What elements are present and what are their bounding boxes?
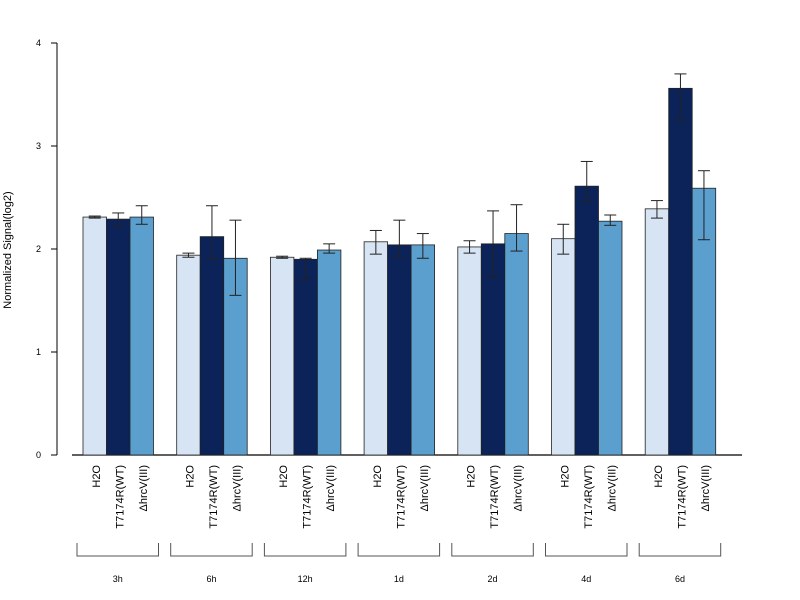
bar-label: H2O (653, 465, 665, 488)
bar (269, 256, 295, 456)
group-bracket (76, 543, 159, 557)
bar (668, 87, 693, 456)
bar-label: H2O (278, 465, 290, 488)
bar (574, 185, 599, 456)
bar-label: H2O (466, 465, 478, 488)
bar-label: T7174R(WT) (583, 465, 595, 529)
bar (129, 216, 154, 456)
bar-label: T7174R(WT) (302, 465, 314, 529)
error-bars (88, 73, 710, 296)
y-tick-label: 3 (36, 141, 41, 151)
bar-label: H2O (184, 465, 196, 488)
bar-label: T7174R(WT) (676, 465, 688, 529)
bar (387, 244, 412, 456)
bar-label: ΔhrcV(III) (419, 465, 431, 511)
bar (504, 233, 529, 456)
bar-label: ΔhrcV(III) (700, 465, 712, 511)
group-label: 12h (298, 574, 313, 584)
group-label: 6d (675, 574, 685, 584)
bar (644, 208, 670, 456)
group-label: 2d (488, 574, 498, 584)
bar (316, 249, 342, 456)
group-bracket (545, 543, 628, 557)
bar-label: T7174R(WT) (114, 465, 126, 529)
y-axis-label: Normalized Signal(log2) (2, 191, 14, 308)
group-label: 3h (113, 574, 123, 584)
bar-label: T7174R(WT) (208, 465, 220, 529)
bar-label: ΔhrcV(III) (138, 465, 150, 511)
bar (363, 241, 389, 456)
y-axis: 0 1 2 3 4 (36, 38, 58, 460)
bar-label: H2O (559, 465, 571, 488)
bar (457, 246, 482, 456)
bar-label: T7174R(WT) (395, 465, 407, 529)
bar-label: ΔhrcV(III) (513, 465, 525, 511)
bar (293, 258, 318, 456)
bar (176, 254, 201, 456)
bar-label: ΔhrcV(III) (325, 465, 337, 511)
group-bracket (357, 543, 441, 557)
bar (598, 220, 623, 456)
y-tick-label: 2 (36, 244, 41, 254)
bar (199, 236, 225, 456)
bar-label: ΔhrcV(III) (231, 465, 243, 511)
bar-label: H2O (372, 465, 384, 488)
y-tick-label: 4 (36, 38, 41, 48)
bar (551, 238, 576, 456)
bar (106, 218, 131, 456)
group-label: 6h (206, 574, 216, 584)
group-bracket (638, 543, 722, 557)
bars (82, 87, 717, 456)
group-label: 1d (394, 574, 404, 584)
y-tick-label: 1 (36, 347, 41, 357)
bar-labels: H2O T7174R(WT) ΔhrcV(III) H2O T7174R(WT) Δhrc… (91, 465, 712, 529)
group-bracket (263, 543, 347, 557)
group-label: 4d (581, 574, 591, 584)
bar (82, 216, 107, 456)
group-bracket (170, 543, 253, 557)
group-bracket (451, 543, 534, 557)
group-brackets: 3h 6h 12h 1d 2d 4d 6d (76, 543, 722, 584)
bar-label: T7174R(WT) (489, 465, 501, 529)
bar (410, 244, 436, 456)
y-tick-label: 0 (36, 450, 41, 460)
bar-label: H2O (91, 465, 103, 488)
bar-label: ΔhrcV(III) (606, 465, 618, 511)
